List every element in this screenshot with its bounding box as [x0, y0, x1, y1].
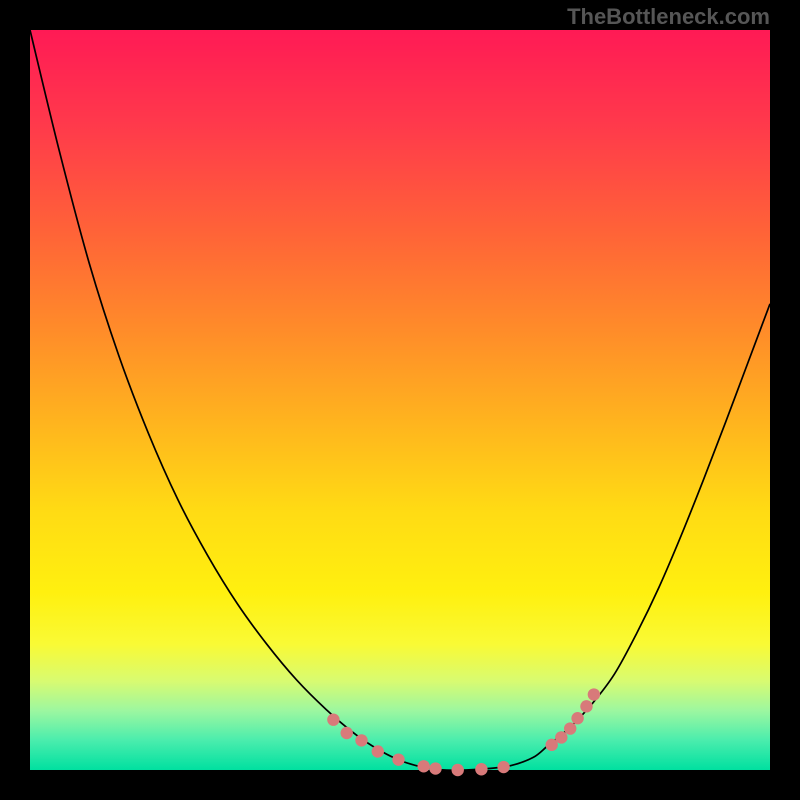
- data-point: [341, 727, 353, 739]
- data-point: [588, 688, 600, 700]
- data-point: [327, 713, 339, 725]
- data-point: [555, 731, 567, 743]
- data-point: [355, 734, 367, 746]
- data-point: [571, 712, 583, 724]
- data-point: [564, 722, 576, 734]
- data-point: [580, 700, 592, 712]
- chart-root: TheBottleneck.com: [0, 0, 800, 800]
- data-point: [429, 762, 441, 774]
- bottleneck-curve: [30, 30, 770, 770]
- data-point: [417, 760, 429, 772]
- chart-svg: [0, 0, 800, 800]
- data-point: [392, 753, 404, 765]
- watermark-text: TheBottleneck.com: [567, 4, 770, 30]
- data-point: [475, 763, 487, 775]
- data-point: [372, 745, 384, 757]
- data-point: [497, 761, 509, 773]
- data-point: [452, 764, 464, 776]
